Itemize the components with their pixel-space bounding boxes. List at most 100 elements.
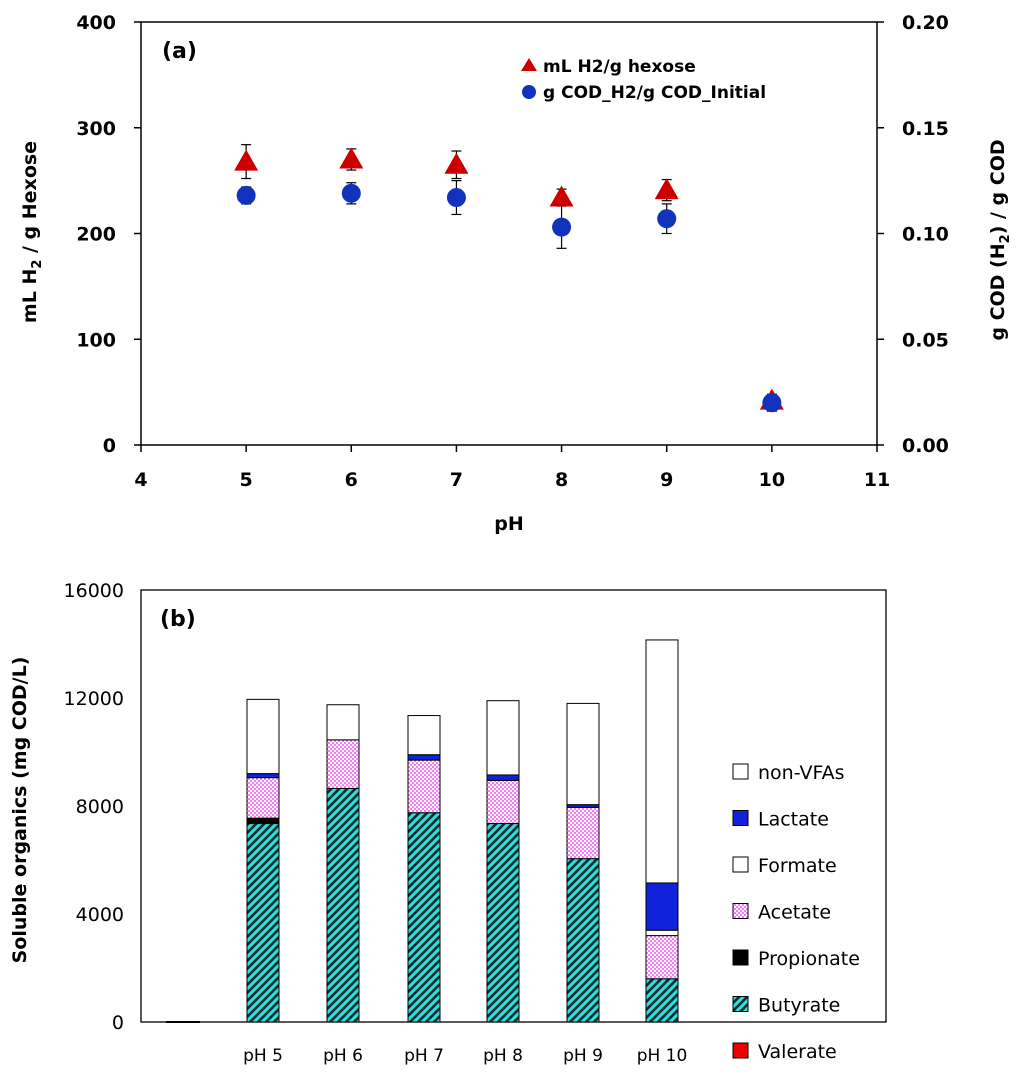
bar-segment (407, 754, 441, 761)
panel-b-y-ticks: 0 4000 8000 12000 16000 (64, 580, 124, 1034)
bar-segment (407, 812, 441, 1023)
legend-label: non-VFAs (758, 762, 845, 784)
legend-label: Formate (758, 855, 837, 877)
x-tick-label: 5 (240, 469, 253, 491)
y-tick-label: 8000 (76, 796, 124, 818)
panel-b-label: (b) (160, 607, 196, 632)
bar-segment (407, 715, 441, 756)
legend-swatch (732, 903, 749, 919)
legend-swatch (732, 996, 749, 1012)
panel-a-x-axis-label: pH (494, 513, 524, 535)
x-tick-label: 7 (450, 469, 463, 491)
x-tick-label: 6 (345, 469, 358, 491)
y-tick-label: 12000 (64, 688, 124, 710)
bar-segment (645, 882, 679, 931)
triangle-point (444, 152, 469, 174)
y-tick-label: 100 (76, 329, 116, 351)
legend-swatch (732, 856, 749, 873)
legend-label-cod-ratio: g COD_H2/g COD_Initial (543, 83, 766, 103)
y-tick-label: 16000 (64, 580, 124, 602)
legend-triangle-marker (521, 58, 537, 71)
y-tick-label: 200 (76, 224, 116, 246)
panel-a-data-points (234, 147, 784, 413)
panel-a-y-axis-label: mL H2 / g Hexose (19, 141, 45, 323)
y-tick-label: 0 (112, 1012, 124, 1034)
bar-segment (246, 773, 280, 779)
bar-segment (246, 817, 280, 825)
bar-segment (246, 777, 280, 819)
legend-label: Acetate (758, 902, 831, 924)
panel-a-plot-frame (140, 21, 878, 446)
legend-label: Propionate (758, 948, 860, 970)
bar-segment (486, 779, 520, 825)
x-tick-label: 8 (555, 469, 568, 491)
triangle-point (654, 178, 679, 200)
x-tick-label: 4 (134, 469, 147, 491)
panel-b-empty-bar-stub (166, 1021, 200, 1023)
panel-b-y-axis-label: Soluble organics (mg COD/L) (9, 657, 31, 964)
bar-segment (407, 759, 441, 814)
panel-a-error-bars (241, 144, 777, 412)
bar-segment (486, 823, 520, 1023)
y2-tick-label: 0.00 (902, 435, 949, 457)
y-tick-label: 300 (76, 118, 116, 140)
y-tick-label: 0 (103, 435, 116, 457)
triangle-point (234, 149, 259, 171)
panel-a-label: (a) (162, 39, 197, 64)
panel-a-y2-axis-label: g COD (H2) / g COD (987, 139, 1013, 340)
y2-tick-label: 0.10 (902, 224, 949, 246)
legend-label-h2-per-hexose: mL H2/g hexose (543, 57, 696, 77)
bar-segment (486, 774, 520, 781)
bar-segment (645, 978, 679, 1023)
panel-b-stacked-bar-chart: (b) 0 4000 8000 12000 16000 Soluble organics… (9, 580, 887, 1066)
x-tick-label: 11 (864, 469, 890, 491)
circle-point (762, 393, 782, 413)
x-tick-label: 10 (759, 469, 785, 491)
panel-b-legend: non-VFAs Lactate Formate Acetate Propionate B… (732, 762, 860, 1063)
legend-circle-marker (522, 85, 536, 99)
y2-tick-label: 0.15 (902, 118, 949, 140)
bar-segment (326, 739, 360, 789)
bar-segment (486, 700, 520, 776)
bar-segment (645, 935, 679, 980)
bar-segment (326, 704, 360, 741)
y2-tick-label: 0.20 (902, 12, 949, 34)
panel-b-bars (246, 639, 679, 1023)
legend-swatch (732, 1042, 749, 1059)
circle-point (657, 209, 677, 229)
circle-point (552, 217, 572, 237)
panel-a-x-ticks: 4 5 6 7 8 9 10 11 (134, 445, 890, 491)
bar-segment (566, 806, 600, 860)
y2-tick-label: 0.05 (902, 329, 949, 351)
circle-point (446, 188, 466, 208)
category-label: pH 7 (404, 1046, 444, 1066)
legend-label: Butyrate (758, 995, 840, 1017)
panel-a-scatter-chart: (a) 4 5 6 7 8 9 10 11 0 100 200 300 400 0.00 0.05 0.1… (19, 12, 1013, 535)
x-tick-label: 9 (660, 469, 673, 491)
panel-b-category-labels: pH 5 pH 6 pH 7 pH 8 pH 9 pH 10 (243, 1046, 687, 1066)
category-label: pH 10 (637, 1046, 688, 1066)
bar-segment (246, 823, 280, 1023)
bar-segment (645, 929, 679, 937)
circle-point (341, 183, 361, 203)
bar-segment (326, 787, 360, 1023)
category-label: pH 8 (483, 1046, 523, 1066)
panel-a-y2-ticks: 0.00 0.05 0.10 0.15 0.20 (877, 12, 949, 457)
legend-swatch (732, 949, 749, 966)
legend-label: Lactate (758, 809, 829, 831)
y-tick-label: 400 (76, 12, 116, 34)
y-tick-label: 4000 (76, 904, 124, 926)
bar-segment (645, 639, 679, 884)
category-label: pH 5 (243, 1046, 283, 1066)
legend-swatch (732, 763, 749, 780)
legend-swatch (732, 810, 749, 826)
category-label: pH 9 (563, 1046, 603, 1066)
bar-segment (566, 858, 600, 1023)
panel-a-y-ticks: 0 100 200 300 400 (76, 12, 141, 457)
triangle-point (339, 147, 364, 169)
legend-label: Valerate (758, 1041, 837, 1063)
category-label: pH 6 (323, 1046, 363, 1066)
triangle-point (549, 185, 574, 207)
bar-segment (246, 698, 280, 775)
